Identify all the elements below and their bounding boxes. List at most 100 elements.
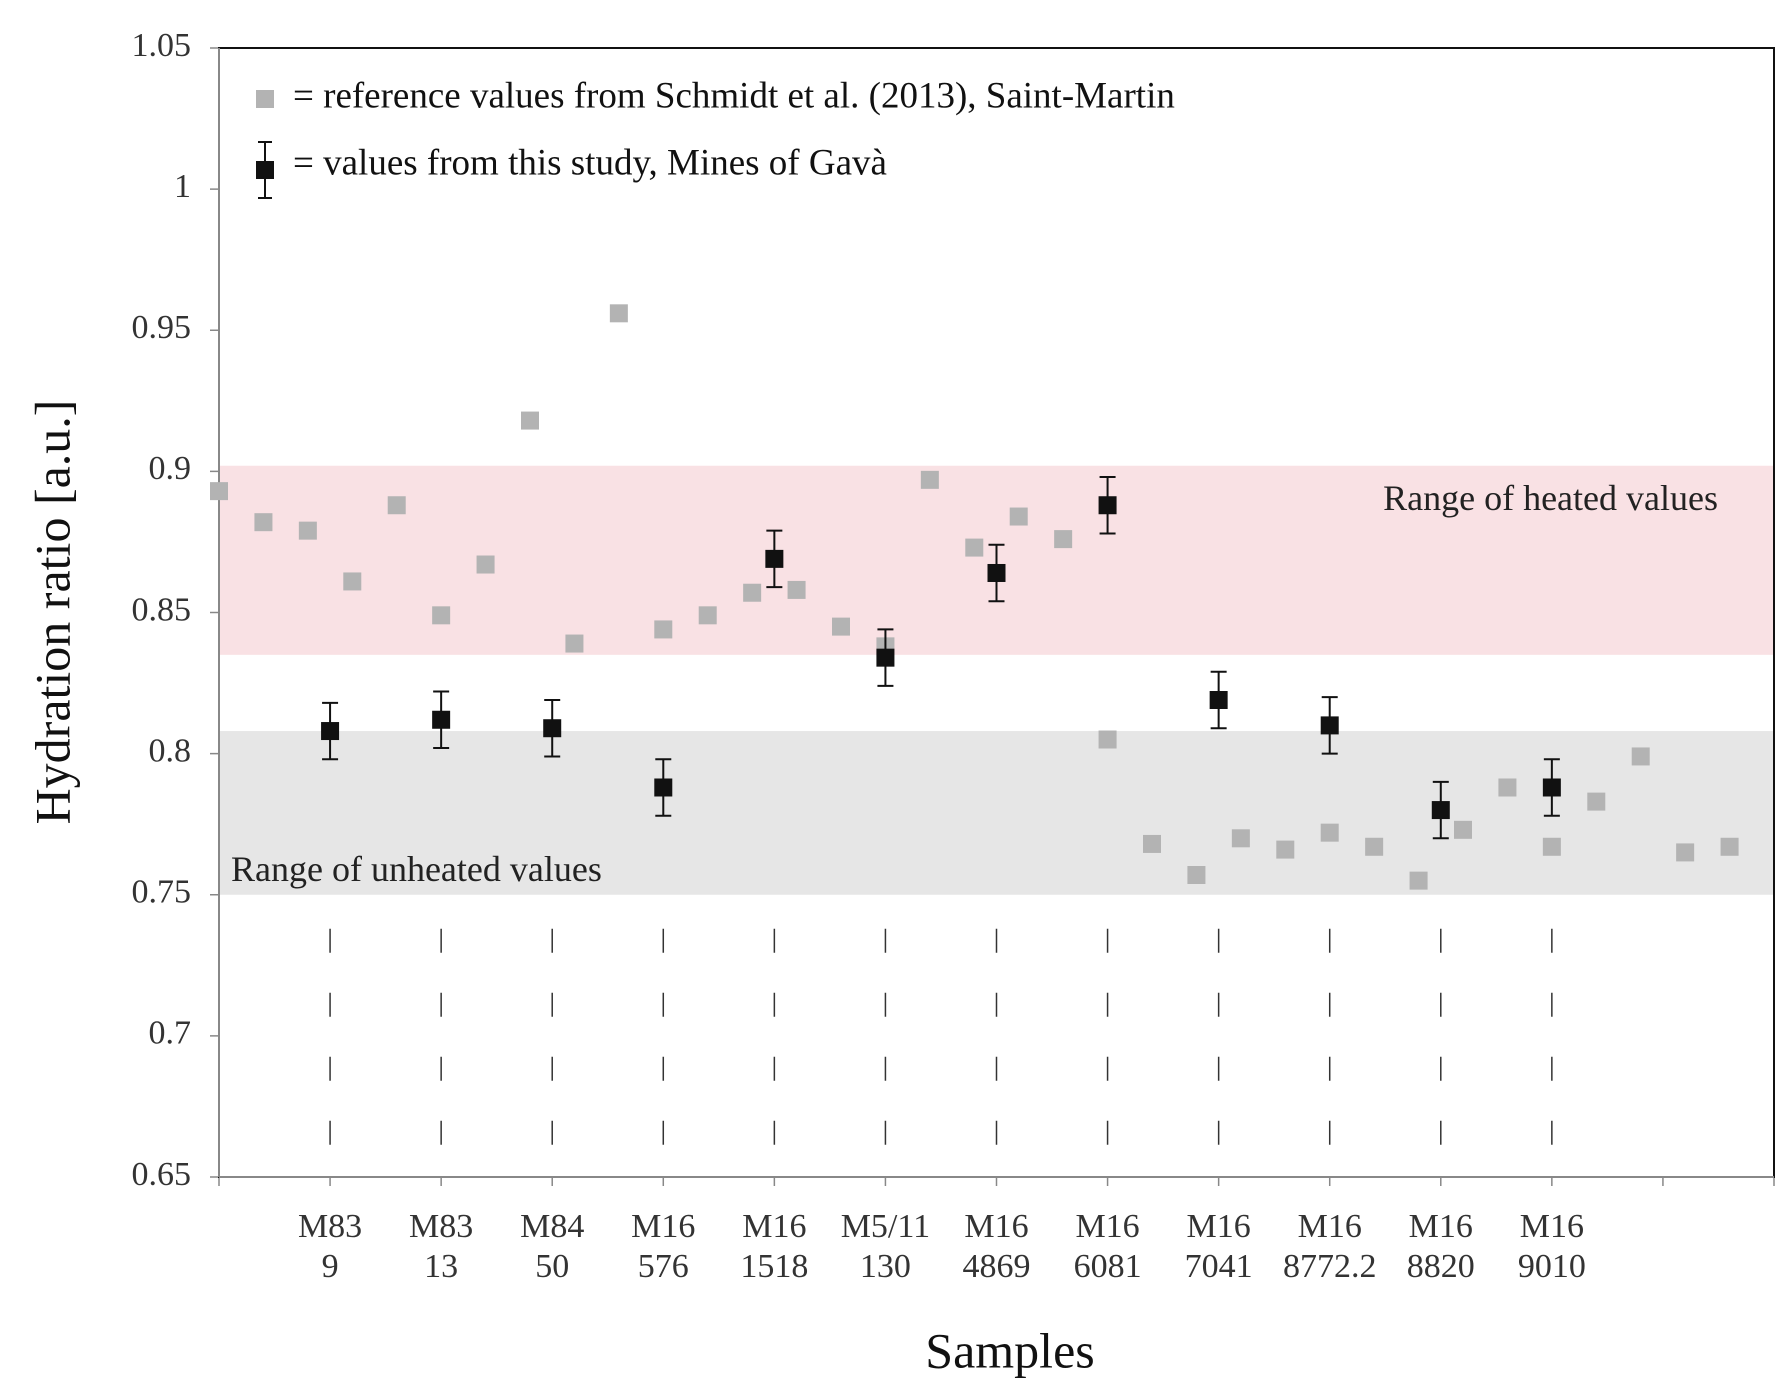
x-tick-label-line: 576 [638, 1248, 689, 1285]
data-point [1587, 792, 1606, 811]
data-point [876, 648, 895, 667]
data-point [1454, 820, 1472, 839]
data-point [654, 620, 673, 639]
x-tick-label-line: M16 [1187, 1208, 1251, 1245]
legend-label: = values from this study, Mines of Gavà [293, 142, 887, 183]
data-point [609, 304, 628, 323]
x-tick-label: M16 8820 [1407, 1208, 1475, 1285]
data-point [698, 606, 717, 625]
data-point [1631, 747, 1650, 766]
x-tick-label-line: M16 [631, 1208, 695, 1245]
y-tick-label: 1 [174, 168, 191, 205]
data-point [1498, 778, 1517, 797]
data-point [1009, 507, 1028, 526]
y-tick-label: 0.9 [149, 450, 192, 487]
y-tick-label: 0.75 [132, 874, 192, 911]
x-tick-label: M16 8772.2 [1283, 1208, 1377, 1285]
x-tick-label: M5/11 130 [841, 1208, 930, 1285]
data-point [1098, 496, 1117, 515]
data-point [1320, 823, 1339, 842]
x-tick-label: M16 1518 [740, 1208, 808, 1285]
x-tick-label-line: M5/11 [841, 1208, 930, 1245]
data-point [1542, 837, 1561, 856]
data-point [210, 482, 228, 501]
legend-label: = reference values from Schmidt et al. (… [293, 75, 1175, 116]
x-tick-label-line: 50 [535, 1248, 569, 1285]
x-tick-label-line: M84 [520, 1208, 584, 1245]
data-point [1320, 716, 1339, 735]
data-point [765, 549, 784, 568]
data-point [521, 411, 539, 430]
data-point [1231, 829, 1250, 848]
data-point [1276, 840, 1295, 859]
x-tick-label-line: 4869 [963, 1248, 1031, 1285]
legend-marker [256, 161, 274, 179]
x-tick-label-line: 1518 [740, 1248, 808, 1285]
x-tick-label-line: 7041 [1185, 1248, 1253, 1285]
x-tick-label-line: 6081 [1074, 1248, 1142, 1285]
data-point [432, 710, 451, 729]
x-tick-label-line: M16 [1075, 1208, 1139, 1245]
data-point [654, 778, 673, 797]
data-point [254, 513, 273, 532]
data-point [432, 606, 451, 625]
data-point [965, 538, 984, 557]
y-tick-label: 0.65 [132, 1156, 192, 1193]
data-point [1098, 730, 1117, 749]
x-tick-label: M16 9010 [1518, 1208, 1586, 1285]
data-point [1187, 865, 1206, 884]
data-point [920, 470, 939, 489]
x-tick-label-line: M16 [1409, 1208, 1473, 1245]
x-tick-label-line: 13 [424, 1248, 458, 1285]
y-tick-label: 0.8 [149, 732, 192, 769]
data-point [1054, 530, 1073, 549]
data-point [1676, 843, 1695, 862]
y-tick-label: 0.7 [149, 1015, 192, 1052]
data-point [987, 563, 1006, 582]
data-point [832, 617, 850, 636]
x-tick-label: M16 4869 [963, 1208, 1031, 1285]
y-tick-label: 1.05 [132, 27, 192, 64]
x-tick-label-line: M83 [409, 1208, 473, 1245]
data-point [1365, 837, 1384, 856]
x-tick-label-line: M16 [742, 1208, 806, 1245]
x-tick-label: M16 576 [631, 1208, 695, 1285]
data-point [743, 583, 762, 602]
band-label: Range of heated values [1383, 478, 1718, 518]
data-point [476, 555, 495, 574]
x-tick-label-line: 8820 [1407, 1248, 1475, 1285]
x-tick-label: M83 9 [298, 1208, 362, 1285]
data-point [565, 634, 584, 653]
x-tick-label-line: 130 [860, 1248, 911, 1285]
data-point [1720, 837, 1739, 856]
data-point [321, 722, 340, 741]
x-tick-label-line: M83 [298, 1208, 362, 1245]
x-tick-label-line: 9 [322, 1248, 339, 1285]
data-point [343, 572, 362, 591]
y-tick-label: 0.85 [132, 591, 192, 628]
range-band [219, 731, 1774, 895]
data-point [387, 496, 406, 515]
band-label: Range of unheated values [231, 849, 602, 889]
x-tick-label: M84 50 [520, 1208, 584, 1285]
data-point [1431, 801, 1450, 820]
x-axis-title: Samples [925, 1322, 1094, 1378]
x-tick-label-line: 9010 [1518, 1248, 1586, 1285]
data-point [1542, 778, 1561, 797]
x-tick-label-line: M16 [1298, 1208, 1362, 1245]
data-point [1209, 690, 1228, 709]
x-tick-label-line: M16 [964, 1208, 1028, 1245]
x-tick-label: M16 6081 [1074, 1208, 1142, 1285]
data-point [1409, 871, 1428, 890]
y-axis-title: Hydration ratio [a.u.] [24, 400, 80, 825]
x-tick-label: M83 13 [409, 1208, 473, 1285]
data-point [1143, 834, 1161, 853]
data-point [298, 521, 317, 540]
x-tick-label-line: M16 [1520, 1208, 1584, 1245]
y-tick-label: 0.95 [132, 309, 192, 346]
data-point [787, 580, 806, 599]
x-tick-label: M16 7041 [1185, 1208, 1253, 1285]
x-tick-label-line: 8772.2 [1283, 1248, 1377, 1285]
data-point [543, 719, 562, 738]
